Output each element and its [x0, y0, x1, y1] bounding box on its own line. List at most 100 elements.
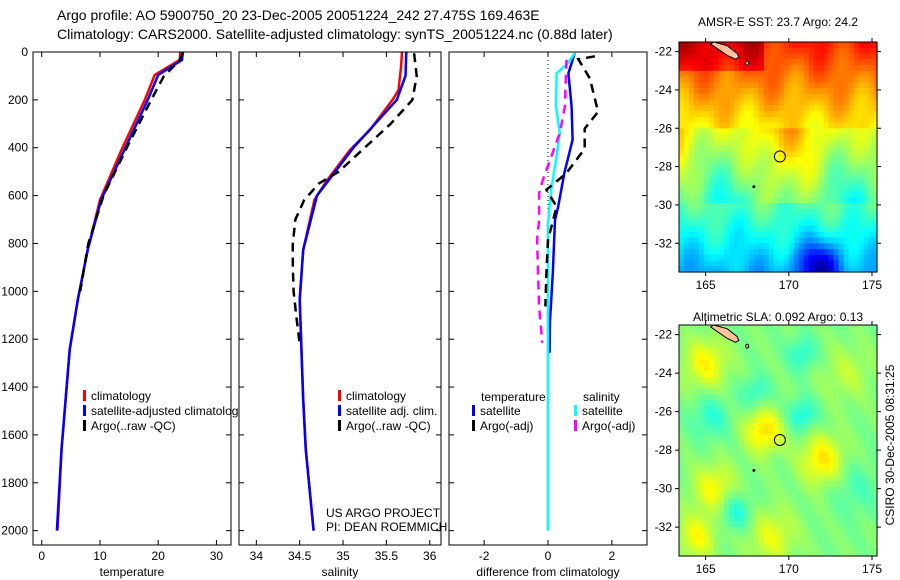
- figure-title-line2: Climatology: CARS2000. Satellite-adjuste…: [57, 26, 613, 42]
- map-cell: [684, 220, 690, 227]
- map-cell: [748, 446, 755, 453]
- map-cell: [863, 532, 870, 540]
- map-cell: [763, 480, 770, 488]
- map-cell: [868, 365, 875, 372]
- map-cell: [788, 515, 795, 522]
- map-cell: [848, 325, 855, 332]
- map-cell: [684, 111, 690, 118]
- map-cell: [708, 400, 715, 407]
- map-cell: [848, 254, 855, 262]
- map-cell: [723, 440, 730, 447]
- map-cell: [823, 99, 830, 106]
- map-cell: [708, 65, 715, 72]
- map-cell: [699, 498, 705, 505]
- map-cell: [788, 377, 795, 384]
- map-cell: [748, 128, 755, 135]
- map-cell: [684, 527, 690, 534]
- map-cell: [853, 429, 860, 436]
- map-cell: [868, 47, 875, 55]
- map-cell: [783, 231, 790, 239]
- map-cell: [778, 446, 785, 453]
- map-cell: [743, 498, 750, 505]
- map-cell: [798, 480, 805, 488]
- map-cell: [803, 388, 810, 395]
- map-cell: [823, 353, 830, 361]
- map-cell: [689, 105, 695, 112]
- map-cell: [768, 371, 775, 378]
- map-cell: [788, 76, 795, 83]
- map-cell: [733, 180, 740, 187]
- map-cell: [773, 388, 780, 395]
- map-cell: [868, 509, 875, 517]
- map-cell: [704, 197, 710, 204]
- map-cell: [743, 93, 750, 101]
- map-cell: [798, 128, 805, 135]
- map-cell: [788, 231, 795, 239]
- map-cell: [679, 440, 685, 447]
- map-cell: [738, 226, 745, 233]
- map-cell: [743, 260, 750, 267]
- map-cell: [873, 203, 878, 210]
- map-cell: [708, 405, 715, 413]
- map-cell: [848, 405, 855, 413]
- map-cell: [818, 105, 825, 112]
- map-cell: [783, 157, 790, 164]
- map-cell: [818, 168, 825, 175]
- map-cell: [743, 515, 750, 522]
- map-cell: [848, 220, 855, 227]
- map-cell: [803, 423, 810, 430]
- map-cell: [848, 388, 855, 395]
- map-cell: [763, 550, 770, 557]
- map-cell: [704, 457, 710, 465]
- map-cell: [823, 538, 830, 546]
- map-cell: [823, 429, 830, 436]
- map-cell: [753, 93, 760, 101]
- map-cell: [823, 527, 830, 534]
- map-cell: [728, 122, 735, 129]
- map-cell: [808, 480, 815, 488]
- map-cell: [863, 330, 870, 338]
- map-cell: [699, 266, 705, 273]
- map-cell: [838, 145, 845, 152]
- x-tick-label: 175: [862, 278, 882, 292]
- map-cell: [843, 59, 850, 66]
- map-cell: [728, 93, 735, 101]
- map-cell: [708, 509, 715, 517]
- map-cell: [758, 480, 765, 488]
- map-cell: [793, 151, 800, 158]
- map-cell: [684, 243, 690, 250]
- map-cell: [798, 394, 805, 401]
- map-cell: [748, 88, 755, 95]
- map-cell: [753, 440, 760, 447]
- map-cell: [753, 330, 760, 338]
- map-cell: [704, 486, 710, 494]
- map-cell: [694, 53, 700, 60]
- y-tick-label: -26: [655, 121, 673, 135]
- map-cell: [843, 99, 850, 106]
- map-cell: [699, 203, 705, 210]
- map-cell: [798, 105, 805, 112]
- map-cell: [858, 400, 865, 407]
- map-cell: [808, 122, 815, 129]
- map-cell: [718, 359, 725, 367]
- map-cell: [783, 353, 790, 361]
- map-cell: [823, 191, 830, 198]
- map-cell: [679, 527, 685, 534]
- map-cell: [848, 111, 855, 118]
- map-cell: [843, 254, 850, 262]
- islet: [745, 60, 750, 66]
- map-cell: [868, 116, 875, 124]
- map-cell: [823, 139, 830, 147]
- map-cell: [793, 47, 800, 55]
- map-cell: [743, 434, 750, 442]
- map-cell: [843, 111, 850, 118]
- map-cell: [738, 185, 745, 193]
- map-cell: [778, 509, 785, 517]
- map-cell: [704, 400, 710, 407]
- map-cell: [838, 111, 845, 118]
- map-cell: [763, 65, 770, 72]
- map-cell: [708, 249, 715, 256]
- map-cell: [838, 377, 845, 384]
- map-cell: [723, 231, 730, 239]
- map-cell: [858, 550, 865, 557]
